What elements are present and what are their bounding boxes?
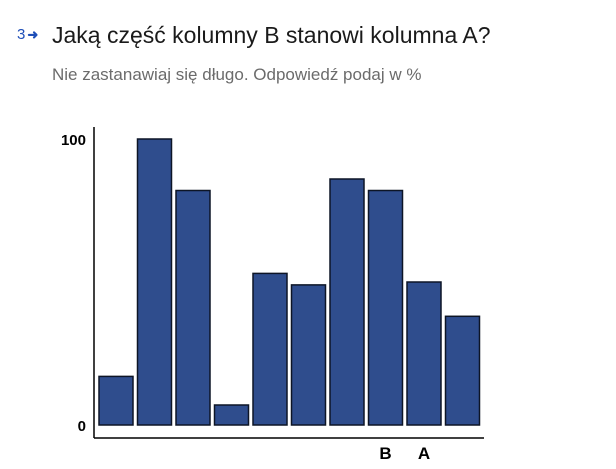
arrow-right-icon: ➜ (27, 26, 39, 42)
category-label-b: B (379, 444, 391, 463)
chart-labels: B A 0 100 (61, 132, 430, 463)
chart-axes (93, 127, 484, 439)
question-subtitle: Nie zastanawiaj się długo. Odpowiedź pod… (52, 65, 422, 84)
bar-3 (175, 189, 211, 426)
bar-1 (98, 375, 134, 426)
question-number-label: 3 (17, 26, 26, 43)
bar-4 (213, 404, 250, 426)
chart-bars (98, 138, 481, 426)
category-label-a: A (418, 444, 430, 463)
bar-9 (406, 281, 442, 426)
bar-5 (252, 272, 288, 426)
bar-10 (444, 315, 481, 426)
question-number: 3 ➜ (17, 26, 38, 43)
bar-6 (290, 284, 327, 426)
y-tick-label-100: 100 (61, 132, 86, 149)
y-tick-label-0: 0 (78, 418, 86, 435)
bar-8 (367, 189, 404, 426)
question-title: Jaką część kolumny B stanowi kolumna A? (52, 22, 491, 48)
bar-2 (136, 138, 173, 426)
bar-7 (329, 178, 365, 426)
